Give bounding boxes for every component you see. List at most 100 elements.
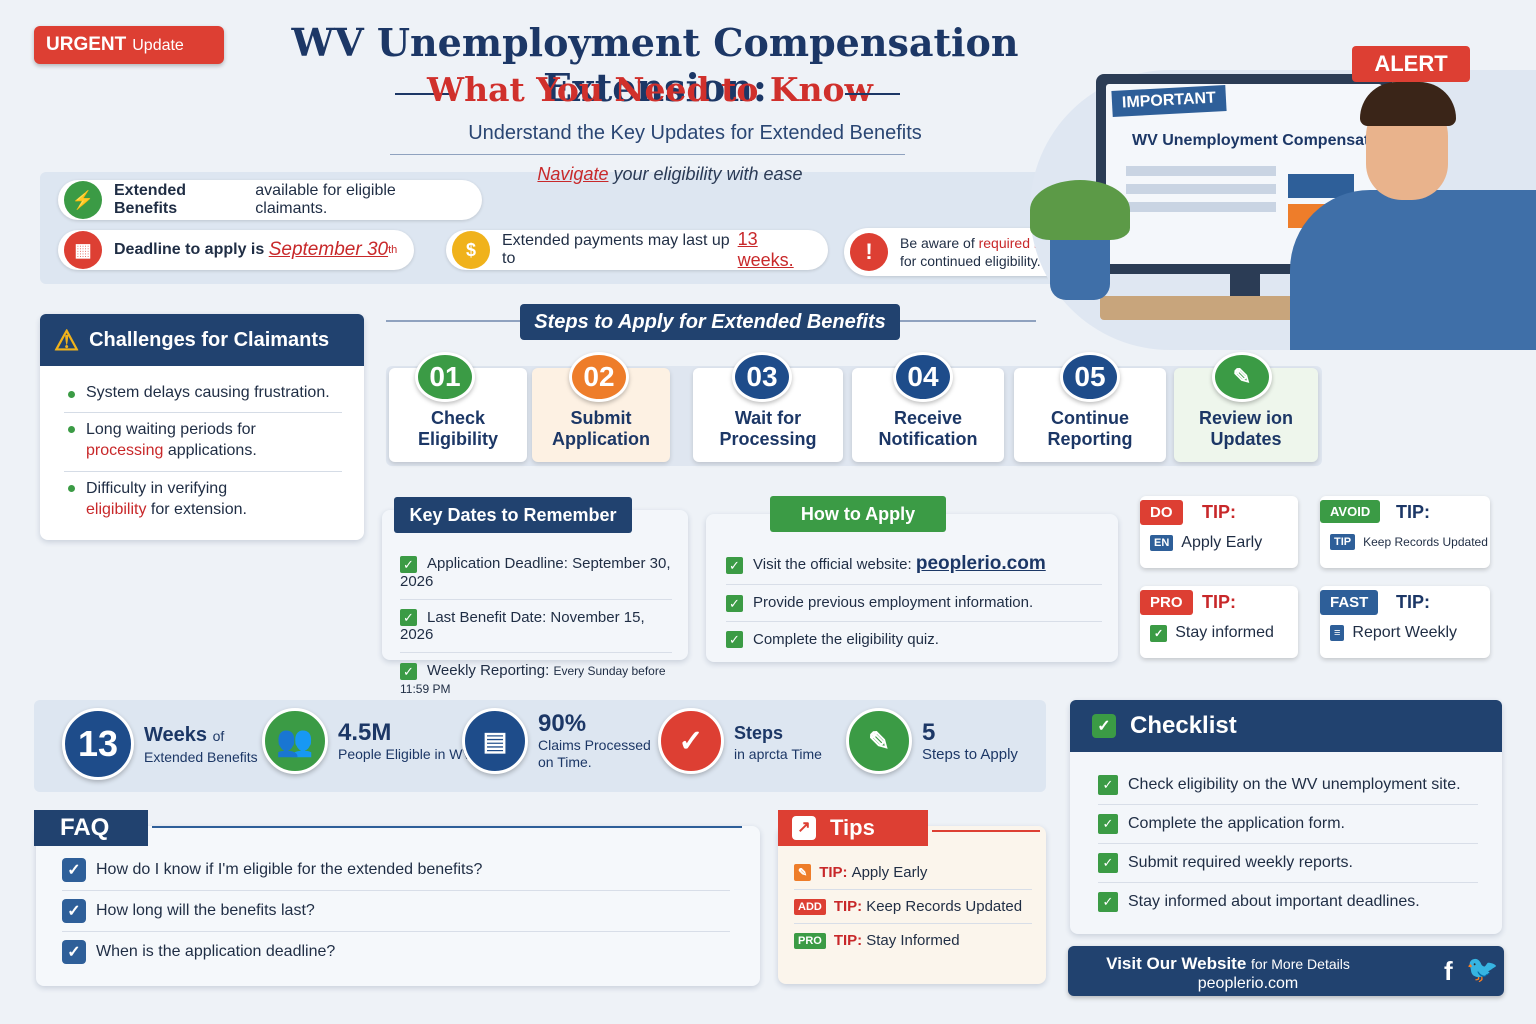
step-label: Receive: [893, 408, 963, 428]
challenge-text: Difficulty in verifying: [86, 480, 228, 497]
step-label: Application: [552, 429, 650, 449]
visit-label: Visit Our Website: [1106, 954, 1247, 973]
tip-card-text: Keep Records Updated: [1363, 535, 1488, 549]
pencil-icon: ✎: [794, 864, 812, 881]
tip-card-title: TIP:: [1202, 502, 1236, 522]
how-to-apply-list: ✓ Visit the official website: peoplerio.c…: [706, 514, 1118, 657]
tip-row: PRO TIP: Stay Informed: [794, 924, 1032, 957]
faq-title: FAQ: [34, 810, 148, 846]
stat-label: Extended Benefits: [144, 749, 258, 765]
checklist-item: ✓ Submit required weekly reports.: [1098, 844, 1478, 883]
tip-card-body: EN Apply Early: [1150, 534, 1262, 552]
tip-card-label: FAST: [1320, 590, 1379, 615]
pro-icon: PRO: [794, 932, 826, 949]
step-review-updates: Review ion Updates: [1174, 368, 1318, 462]
tip-card-text: Apply Early: [1181, 534, 1263, 551]
visit-website-banner[interactable]: Visit Our Website for More Details peopl…: [1068, 946, 1504, 996]
title-rule-left: [395, 93, 450, 95]
challenge-item: Long waiting periods for processing appli…: [64, 413, 342, 472]
alert-extended-text: available for eligible claimants.: [255, 182, 396, 217]
key-date-value: November 15, 2026: [400, 608, 645, 644]
tip-row: ADD TIP: Keep Records Updated: [794, 890, 1032, 924]
page-title: WV Unemployment Compensation Extension:: [291, 20, 1019, 110]
stat-value: 4.5M: [338, 718, 392, 746]
alert-deadline-sup: th: [388, 244, 398, 256]
tip-card-body: ≡ Report Weekly: [1330, 624, 1457, 642]
alert-deadline-date: September 30: [268, 239, 389, 260]
tip-card-title: TIP:: [1396, 502, 1430, 522]
faq-rule: [152, 826, 742, 828]
stat-time: ✓ Steps in aprcta Time: [658, 708, 822, 774]
how-to-text: Provide previous employment information.: [753, 594, 1034, 611]
alert-extended-prefix: Extended Benefits: [114, 182, 187, 217]
check-icon: ✓: [726, 556, 743, 574]
tip-card-label: DO: [1140, 500, 1183, 525]
alert-extended: ⚡ Extended Benefits available for eligib…: [58, 180, 482, 220]
key-date-label: Weekly Reporting:: [427, 662, 550, 680]
check-icon: ✓: [726, 631, 743, 649]
checkbox-icon: ✓: [62, 940, 86, 964]
en-icon: EN: [1150, 535, 1174, 551]
footer-url[interactable]: peoplerio.com: [1197, 975, 1299, 992]
check-icon: ✓: [1098, 775, 1118, 795]
twitter-icon[interactable]: 🐦: [1466, 954, 1499, 984]
step-label: Processing: [719, 429, 817, 449]
stat-value: 5: [922, 718, 936, 746]
challenge-rest: applications.: [167, 442, 257, 459]
plant-pot: [1050, 230, 1110, 300]
step-check-eligibility: Check Eligibility: [389, 368, 527, 462]
faq-list: ✓ How do I know if I'm eligible for the e…: [36, 826, 760, 972]
refresh-icon: ✓: [1150, 624, 1168, 642]
key-date-row: ✓ Weekly Reporting: Every Sunday before 1…: [400, 653, 672, 706]
key-dates-title: Key Dates to Remember: [394, 497, 632, 533]
coins-icon: $: [452, 231, 490, 269]
step-number: 01: [415, 352, 475, 402]
tip-tag: TIP:: [819, 864, 848, 881]
faq-item[interactable]: ✓ How do I know if I'm eligible for the e…: [62, 850, 730, 891]
tips-list: ✎ TIP: Apply Early ADD TIP: Keep Records Upd…: [778, 826, 1046, 957]
step-submit-application: Submit Application: [532, 368, 670, 462]
person-body: [1290, 190, 1536, 350]
stat-people: 👥 4.5M People Eligible in WV: [262, 708, 472, 774]
step-label: Notification: [878, 429, 978, 449]
faq-item[interactable]: ✓ When is the application deadline?: [62, 932, 730, 972]
tip-card-label: PRO: [1140, 590, 1193, 615]
alert-payments: $ Extended payments may last up to 13 we…: [446, 229, 828, 270]
check-icon: ✓: [400, 555, 417, 573]
faq-item[interactable]: ✓ How long will the benefits last?: [62, 891, 730, 932]
faq-question: How do I know if I'm eligible for the ex…: [96, 861, 483, 878]
stat-weeks: 13 Weeks of Extended Benefits: [62, 708, 258, 780]
how-to-row: ✓ Complete the eligibility quiz.: [726, 622, 1102, 658]
tip-card-title: TIP:: [1202, 592, 1236, 612]
step-label: Eligibility: [417, 429, 498, 449]
challenge-text: Long waiting periods for: [86, 421, 256, 438]
website-link[interactable]: peoplerio.com: [915, 553, 1046, 574]
checklist-icon: ✎: [846, 708, 912, 774]
facebook-icon[interactable]: f: [1444, 956, 1453, 986]
step-label: Submit: [570, 408, 632, 428]
tip-card-pro: PRO TIP: ✓ Stay informed: [1140, 586, 1298, 658]
calendar-icon: ▦: [64, 231, 102, 269]
checklist-panel: ✓ Checklist ✓ Check eligibility on the WV…: [1070, 700, 1502, 934]
step-label: Check: [430, 408, 486, 428]
tagline-rest: your eligibility with ease: [613, 164, 803, 184]
step-label: Reporting: [1047, 429, 1133, 449]
how-to-text: Visit the official website:: [753, 556, 912, 573]
how-to-apply-panel: ✓ Visit the official website: peoplerio.c…: [706, 514, 1118, 662]
step-number: 05: [1060, 352, 1120, 402]
challenges-list: System delays causing frustration. Long …: [40, 366, 364, 530]
check-icon: ✓: [1098, 853, 1118, 873]
key-dates-panel: ✓ Application Deadline: September 30, 202…: [382, 510, 688, 696]
checklist-item: ✓ Check eligibility on the WV unemploymen…: [1098, 766, 1478, 805]
exclamation-icon: !: [850, 233, 888, 271]
plant-leaves: [1030, 180, 1130, 240]
faq-question: How long will the benefits last?: [96, 902, 315, 919]
check-icon: ✓: [726, 594, 743, 612]
tip-tag: TIP:: [833, 932, 863, 949]
checkbox-icon: ✓: [62, 858, 86, 882]
subtitle: Understand the Key Updates for Extended …: [468, 122, 922, 144]
tips-title: Tips: [830, 815, 875, 840]
key-date-value: September 30, 2026: [400, 555, 671, 590]
stat-value: 13: [62, 708, 134, 780]
